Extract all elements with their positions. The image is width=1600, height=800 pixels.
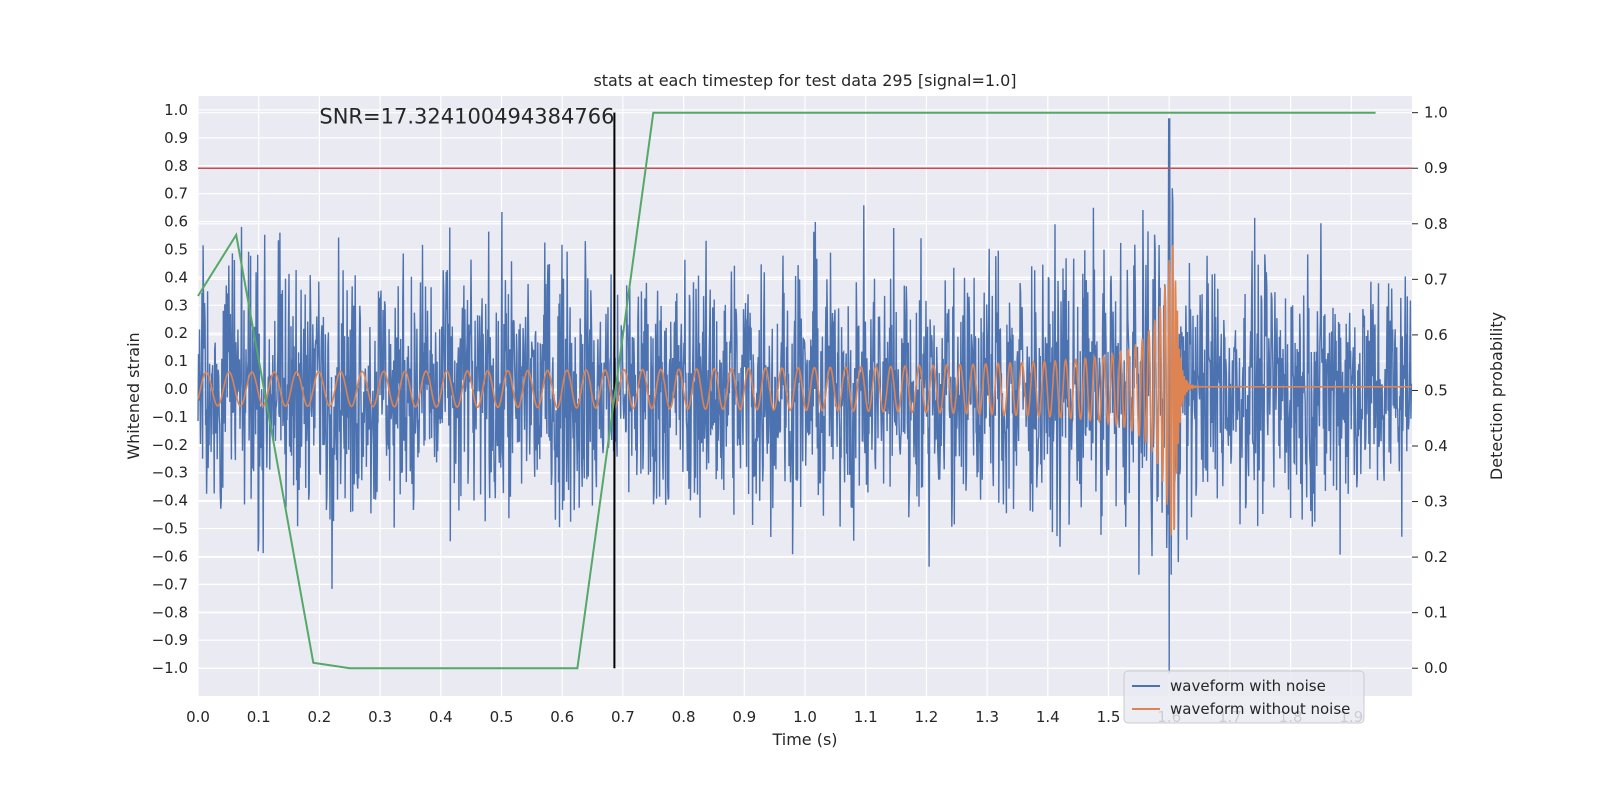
y-left-tick-label: 0.8 xyxy=(164,157,188,175)
x-tick-label: 0.4 xyxy=(429,708,453,726)
x-tick-label: 0.1 xyxy=(247,708,271,726)
y-left-tick-label: 0.7 xyxy=(164,185,188,203)
y-right-tick-label: 0.0 xyxy=(1424,659,1448,677)
y-left-tick-label: 1.0 xyxy=(164,101,188,119)
y-right-tick-label: 0.2 xyxy=(1424,548,1448,566)
legend-entry-clean: waveform without noise xyxy=(1170,700,1350,718)
x-tick-label: 1.0 xyxy=(793,708,817,726)
y-left-tick-label: −0.4 xyxy=(152,492,188,510)
y-right-tick-label: 0.1 xyxy=(1424,604,1448,622)
y-left-tick-label: 0.2 xyxy=(164,324,188,342)
chart-title: stats at each timestep for test data 295… xyxy=(593,71,1016,90)
y-right-tick-label: 0.6 xyxy=(1424,326,1448,344)
y-left-tick-label: 0.4 xyxy=(164,268,188,286)
legend: waveform with noise waveform without noi… xyxy=(1123,670,1365,724)
y-right-tick-label: 0.9 xyxy=(1424,159,1448,177)
y-axis-label-left: Whitened strain xyxy=(124,332,143,459)
clean-waveform-line xyxy=(197,244,1412,536)
y-left-tick-label: −0.9 xyxy=(152,631,188,649)
x-tick-label: 1.2 xyxy=(914,708,938,726)
y-right-tick-label: 0.7 xyxy=(1424,270,1448,288)
x-tick-label: 0.7 xyxy=(611,708,635,726)
noisy-waveform-line xyxy=(197,118,1413,674)
series-layer xyxy=(197,111,1413,674)
y-left-tick-label: 0.0 xyxy=(164,380,188,398)
y-left-tick-label: −0.6 xyxy=(152,547,188,565)
y-left-tick-label: −0.5 xyxy=(152,520,188,538)
x-tick-label: 1.1 xyxy=(854,708,878,726)
y-left-tick-label: −0.8 xyxy=(152,603,188,621)
x-tick-label: 0.9 xyxy=(732,708,756,726)
y-axis-label-right: Detection probability xyxy=(1487,312,1506,480)
x-tick-label: 0.2 xyxy=(307,708,331,726)
y-right-tick-label: 0.8 xyxy=(1424,215,1448,233)
y-right-tick-label: 0.5 xyxy=(1424,381,1448,399)
y-left-tick-label: 0.3 xyxy=(164,296,188,314)
y-left-tick-label: 0.6 xyxy=(164,213,188,231)
snr-annotation: SNR=17.324100494384766 xyxy=(319,105,614,129)
y-left-tick-label: −1.0 xyxy=(152,659,188,677)
y-left-tick-label: −0.1 xyxy=(152,408,188,426)
y-right-tick-label: 0.4 xyxy=(1424,437,1448,455)
detection-probability-line xyxy=(197,111,1376,670)
tick-labels: 0.0 0.1 0.2 0.3 0.4 0.5 0.6 0.7 0.8 0.9 1.0 1.1 1.2 1… xyxy=(152,101,1448,726)
y-right-tick-label: 0.3 xyxy=(1424,493,1448,511)
x-axis-label: Time (s) xyxy=(771,730,837,749)
legend-box xyxy=(1123,670,1365,724)
x-tick-label: 0.8 xyxy=(672,708,696,726)
x-tick-label: 0.5 xyxy=(490,708,514,726)
y-right-tick-label: 1.0 xyxy=(1424,104,1448,122)
x-tick-label: 1.4 xyxy=(1036,708,1060,726)
x-tick-label: 1.5 xyxy=(1097,708,1121,726)
y-left-tick-label: 0.1 xyxy=(164,352,188,370)
y-left-tick-label: −0.3 xyxy=(152,464,188,482)
legend-entry-noise: waveform with noise xyxy=(1170,677,1326,695)
x-tick-label: 1.3 xyxy=(975,708,999,726)
x-tick-label: 0.3 xyxy=(368,708,392,726)
y-left-tick-label: −0.2 xyxy=(152,436,188,454)
x-tick-label: 0.0 xyxy=(186,708,210,726)
y-left-tick-label: 0.9 xyxy=(164,129,188,147)
x-tick-label: 0.6 xyxy=(550,708,574,726)
y-left-tick-label: −0.7 xyxy=(152,575,188,593)
y-left-tick-label: 0.5 xyxy=(164,240,188,258)
